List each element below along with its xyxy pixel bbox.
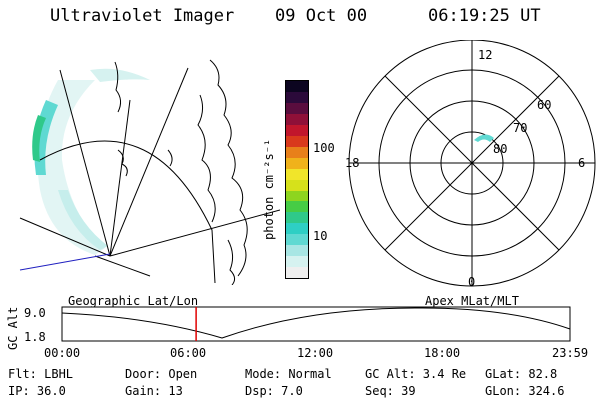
polar-aurora (474, 134, 494, 142)
coastlines (114, 59, 248, 285)
gain-value: Gain: 13 (125, 384, 183, 398)
colorbar-segment (286, 201, 308, 213)
altitude-curve (61, 307, 571, 339)
y-tick-9: 9.0 (24, 306, 46, 320)
colorbar-segment (286, 168, 308, 180)
y-tick-1-8: 1.8 (24, 330, 46, 344)
filter-value: Flt: LBHL (8, 367, 74, 381)
mlat-label-60: 60 (537, 98, 552, 112)
apex-label: Apex MLat/MLT (425, 294, 519, 308)
colorbar-segment (286, 92, 308, 103)
x-tick-1800: 18:00 (424, 346, 461, 360)
dsp-value: Dsp: 7.0 (245, 384, 303, 398)
mlt-label-18: 18 (345, 156, 360, 170)
colorbar-segment (286, 223, 308, 235)
colorbar-segment (286, 190, 308, 202)
mode-value: Mode: Normal (245, 367, 332, 381)
orbit-track-line (19, 253, 111, 271)
mlt-label-0: 0 (468, 275, 476, 289)
x-tick-1200: 12:00 (297, 346, 334, 360)
colorbar-segment (286, 179, 308, 191)
colorbar-tick-100: 100 (313, 141, 335, 155)
colorbar-unit-label: photon cm⁻²s⁻¹ (262, 138, 276, 240)
glat-value: GLat: 82.8 (485, 367, 558, 381)
colorbar-segment (286, 103, 308, 114)
colorbar-segment (286, 212, 308, 224)
colorbar-segment (286, 124, 308, 136)
door-value: Door: Open (125, 367, 198, 381)
gc-alt-value: GC Alt: 3.4 Re (365, 367, 467, 381)
gc-alt-axis-title: GC Alt (6, 306, 20, 350)
mlt-label-12: 12 (478, 48, 493, 62)
colorbar-segment (286, 81, 308, 93)
colorbar-tick-10: 10 (313, 229, 328, 243)
date: 09 Oct 00 (275, 6, 368, 26)
mlt-label-6: 6 (578, 156, 586, 170)
colorbar-segment (286, 135, 308, 147)
x-tick-0600: 06:00 (170, 346, 207, 360)
altitude-timeline[interactable] (60, 305, 575, 345)
mlat-label-70: 70 (513, 121, 528, 135)
colorbar-segment (286, 245, 308, 257)
x-tick-0000: 00:00 (44, 346, 81, 360)
colorbar-segment (286, 267, 308, 278)
geographic-label: Geographic Lat/Lon (68, 294, 199, 308)
seq-value: Seq: 39 (365, 384, 416, 398)
ip-value: IP: 36.0 (8, 384, 66, 398)
polar-plot (348, 40, 596, 287)
colorbar-segment (286, 113, 308, 125)
colorbar-segment (286, 146, 308, 158)
map-grid-lines (19, 67, 280, 284)
colorbar (285, 80, 309, 279)
mlat-label-80: 80 (493, 142, 508, 156)
time: 06:19:25 UT (428, 6, 541, 26)
aurora-emission (32, 68, 150, 255)
title: Ultraviolet Imager (50, 6, 235, 26)
geographic-map (19, 59, 280, 285)
colorbar-segment (286, 157, 308, 169)
colorbar-segment (286, 234, 308, 246)
glon-value: GLon: 324.6 (485, 384, 565, 398)
colorbar-segment (286, 256, 308, 268)
x-tick-2359: 23:59 (552, 346, 589, 360)
